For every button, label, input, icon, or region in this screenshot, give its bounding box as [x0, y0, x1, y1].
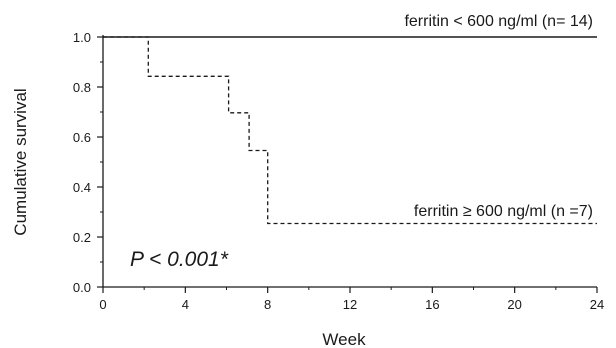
survival-line-high-ferritin: [103, 36, 597, 225]
x-axis-title: Week: [322, 330, 366, 348]
y-tick-label: 1.0: [73, 30, 91, 45]
y-tick-label: 0.8: [73, 80, 91, 95]
y-axis-title: Cumulative survival: [11, 88, 30, 235]
x-tick-label: 24: [590, 297, 604, 312]
ticks: 0 4 8 12 16 20 24 0.0 0.2 0.4 0.6 0.8 1.0: [73, 30, 604, 312]
y-tick-label: 0.0: [73, 280, 91, 295]
x-tick-label: 0: [99, 297, 106, 312]
x-tick-label: 4: [182, 297, 189, 312]
series-label-high-ferritin: ferritin ≥ 600 ng/ml (n =7): [414, 203, 593, 220]
series: [103, 36, 597, 225]
series-label-low-ferritin: ferritin < 600 ng/ml (n= 14): [404, 13, 593, 30]
x-tick-label: 12: [343, 297, 357, 312]
x-tick-label: 8: [264, 297, 271, 312]
p-value-annotation: P < 0.001*: [130, 248, 229, 271]
x-tick-label: 16: [425, 297, 439, 312]
y-tick-label: 0.4: [73, 180, 91, 195]
y-tick-label: 0.6: [73, 130, 91, 145]
x-tick-label: 20: [507, 297, 521, 312]
y-tick-label: 0.2: [73, 230, 91, 245]
